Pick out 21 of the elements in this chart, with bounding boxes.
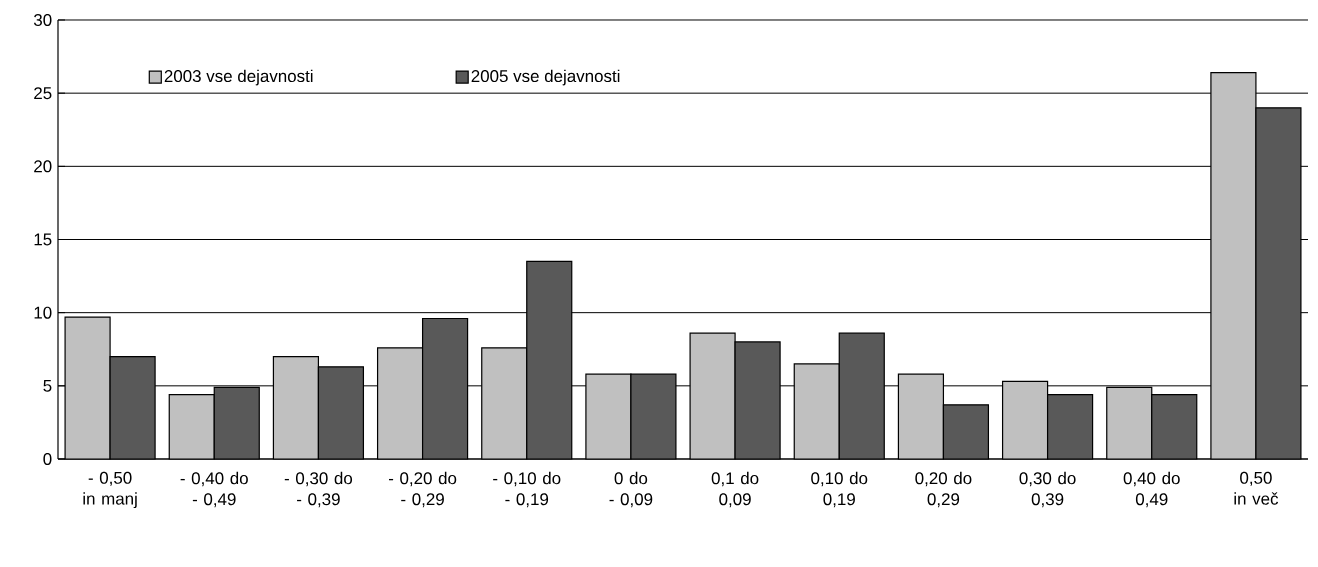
x-tick-label: 0 do - 0,09 <box>609 471 653 508</box>
x-tick-label: 0,10 do 0,19 <box>811 471 868 508</box>
x-tick-label: - 0,10 do - 0,19 <box>493 471 561 508</box>
x-tick-label: - 0,50 in manj <box>83 471 137 509</box>
y-tick-label: 15 <box>34 233 52 246</box>
x-tick-label: 0,40 do 0,49 <box>1123 471 1180 508</box>
x-tick-label: 0,50 in več <box>1234 471 1279 505</box>
y-tick-label: 30 <box>33 14 52 26</box>
y-tick-label: 25 <box>34 87 52 100</box>
y-tick-label: 0 <box>43 453 52 465</box>
x-tick-label: - 0,30 do - 0,39 <box>284 471 353 508</box>
x-tick-label: 0,1 do 0,09 <box>711 471 759 508</box>
y-tick-label: 10 <box>34 306 52 319</box>
x-tick-label: - 0,20 do - 0,29 <box>388 471 457 508</box>
y-tick-label: 20 <box>34 160 52 173</box>
y-tick-label: 5 <box>43 379 52 392</box>
x-tick-label: - 0,40 do - 0,49 <box>180 471 248 508</box>
legend-label: 2003 vse dejavnosti <box>164 69 313 86</box>
x-tick-label: 0,30 do 0,39 <box>1019 471 1076 508</box>
x-tick-label: 0,20 do 0,29 <box>915 471 972 508</box>
legend-label: 2005 vse dejavnosti <box>471 69 620 86</box>
